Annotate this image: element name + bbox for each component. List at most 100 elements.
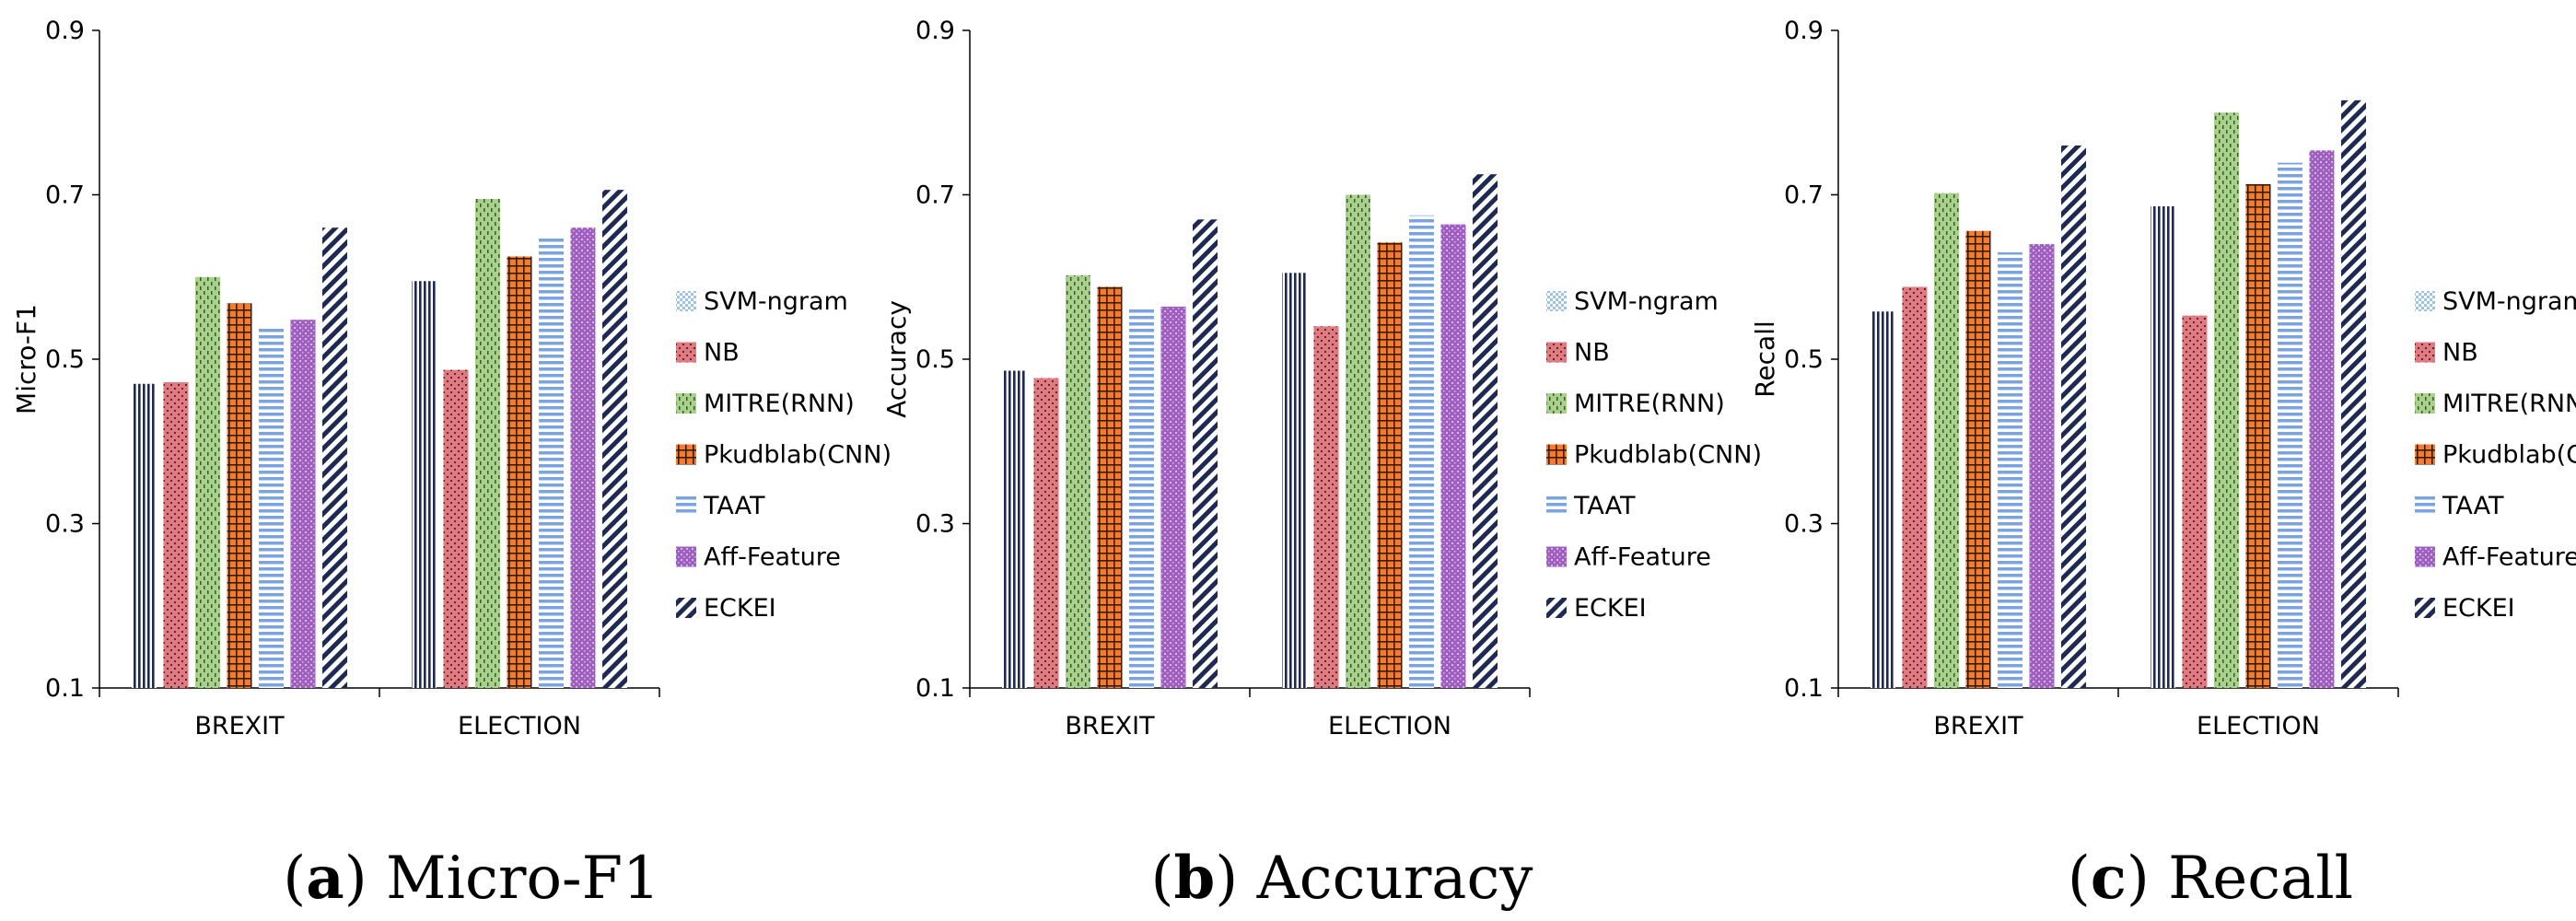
- legend-swatch: [1546, 393, 1567, 414]
- legend-swatch: [1546, 598, 1567, 618]
- chart-panel-1: Micro-F1 0.1 0.3 0.5 0.7 0.9 BREXIT ELECTION SVM…: [11, 17, 892, 913]
- y-axis-label: Accuracy: [881, 300, 912, 418]
- legend-label: Aff-Feature: [2442, 543, 2576, 572]
- bar-svm-ngram-brexit: [1871, 311, 1895, 688]
- legend-swatch: [676, 546, 696, 567]
- y-tick-label: 0.7: [45, 181, 85, 210]
- bar-eckei-brexit: [1193, 219, 1218, 688]
- y-tick-label: 0.9: [1784, 17, 1824, 45]
- bar-svm-ngram-brexit: [1002, 370, 1027, 688]
- bar-svm-ngram-brexit: [132, 383, 157, 688]
- legend-label: TAAT: [703, 492, 765, 520]
- legend-swatch: [1546, 291, 1567, 311]
- bar-aff-feature-election: [2309, 150, 2335, 688]
- legend-label: NB: [2442, 339, 2478, 367]
- x-category-label: BREXIT: [1933, 712, 2023, 740]
- bar-eckei-election: [2341, 99, 2366, 689]
- y-tick-label: 0.1: [45, 674, 85, 703]
- legend-label: MITRE(RNN): [2442, 390, 2576, 418]
- bar-mitre-rnn--election: [1346, 194, 1370, 688]
- y-tick-label: 0.9: [45, 17, 85, 45]
- chart-panel-2: Accuracy 0.1 0.3 0.5 0.7 0.9 BREXIT ELECTION SVM…: [881, 17, 1762, 913]
- legend-label: NB: [704, 339, 740, 367]
- y-tick-label: 0.5: [45, 345, 85, 374]
- bar-aff-feature-election: [570, 227, 596, 688]
- bar-nb-election: [443, 369, 469, 688]
- y-tick-label: 0.5: [1784, 345, 1824, 374]
- bar-nb-brexit: [163, 381, 189, 688]
- legend-label: SVM-ngram: [704, 287, 848, 316]
- bar-pkudblab-cnn--brexit: [1097, 286, 1123, 688]
- bar-mitre-rnn--brexit: [195, 276, 220, 688]
- bar-taat-election: [1409, 215, 1434, 688]
- bar-nb-election: [2182, 315, 2208, 688]
- bar-nb-election: [1313, 326, 1339, 688]
- bar-aff-feature-election: [1440, 224, 1466, 688]
- legend-swatch: [676, 598, 696, 618]
- y-tick-label: 0.1: [1784, 674, 1824, 703]
- y-axis-label: Recall: [1750, 321, 1780, 398]
- legend-label: TAAT: [2442, 492, 2504, 520]
- legend-swatch: [676, 393, 696, 414]
- legend-label: NB: [1574, 339, 1610, 367]
- chart-panel-3: Recall 0.1 0.3 0.5 0.7 0.9 BREXIT ELECTION SVM-n…: [1750, 17, 2576, 913]
- bar-nb-brexit: [1902, 286, 1928, 688]
- legend-label: MITRE(RNN): [1574, 390, 1725, 418]
- bar-taat-brexit: [1998, 251, 2022, 688]
- legend-swatch: [676, 291, 696, 311]
- panel-caption: (b) Accuracy: [1151, 844, 1533, 913]
- bar-mitre-rnn--election: [475, 198, 500, 688]
- y-tick-label: 0.3: [915, 510, 955, 539]
- legend-label: Pkudblab(CNN): [2442, 441, 2576, 470]
- bar-eckei-brexit: [322, 227, 347, 688]
- legend-label: TAAT: [1573, 492, 1636, 520]
- legend-swatch: [676, 495, 696, 516]
- y-tick-label: 0.3: [45, 510, 85, 539]
- panel-caption: (c) Recall: [2068, 844, 2353, 913]
- legend-swatch: [2415, 495, 2435, 516]
- y-tick-label: 0.5: [915, 345, 955, 374]
- y-tick-label: 0.9: [915, 17, 955, 45]
- legend-swatch: [1546, 342, 1567, 363]
- legend-label: Aff-Feature: [704, 543, 841, 572]
- legend-swatch: [676, 444, 696, 465]
- bar-pkudblab-cnn--brexit: [1965, 230, 1991, 688]
- legend-label: ECKEI: [1574, 594, 1647, 623]
- bar-pkudblab-cnn--election: [1377, 242, 1403, 688]
- legend-label: Aff-Feature: [1574, 543, 1711, 572]
- x-category-label: ELECTION: [1328, 712, 1451, 740]
- legend-swatch: [2415, 393, 2435, 414]
- bar-taat-brexit: [1129, 308, 1154, 688]
- legend-swatch: [2415, 342, 2435, 363]
- bar-pkudblab-cnn--brexit: [227, 303, 252, 688]
- bar-nb-brexit: [1033, 378, 1059, 688]
- bar-eckei-election: [602, 190, 627, 688]
- legend-label: ECKEI: [704, 594, 776, 623]
- bar-pkudblab-cnn--election: [507, 256, 532, 688]
- bar-aff-feature-brexit: [290, 320, 316, 688]
- legend-swatch: [1546, 546, 1567, 567]
- y-axis-label: Micro-F1: [11, 304, 41, 414]
- legend-swatch: [2415, 444, 2435, 465]
- bar-taat-brexit: [259, 328, 284, 688]
- bar-aff-feature-brexit: [1160, 306, 1186, 688]
- bar-mitre-rnn--election: [2214, 112, 2239, 688]
- y-tick-label: 0.7: [1784, 181, 1824, 210]
- bar-taat-election: [539, 238, 564, 688]
- legend-label: MITRE(RNN): [704, 390, 855, 418]
- legend-label: Pkudblab(CNN): [1574, 441, 1762, 470]
- legend-label: ECKEI: [2442, 594, 2515, 623]
- legend-label: SVM-ngram: [1574, 287, 1719, 316]
- y-tick-label: 0.3: [1784, 510, 1824, 539]
- y-tick-label: 0.7: [915, 181, 955, 210]
- y-tick-label: 0.1: [915, 674, 955, 703]
- legend-swatch: [1546, 444, 1567, 465]
- bar-pkudblab-cnn--election: [2245, 183, 2271, 688]
- bar-mitre-rnn--brexit: [1066, 274, 1090, 688]
- legend-swatch: [1546, 495, 1567, 516]
- legend-label: Pkudblab(CNN): [704, 441, 892, 470]
- bar-aff-feature-brexit: [2029, 244, 2055, 688]
- bar-mitre-rnn--brexit: [1934, 192, 1959, 689]
- legend-swatch: [2415, 598, 2435, 618]
